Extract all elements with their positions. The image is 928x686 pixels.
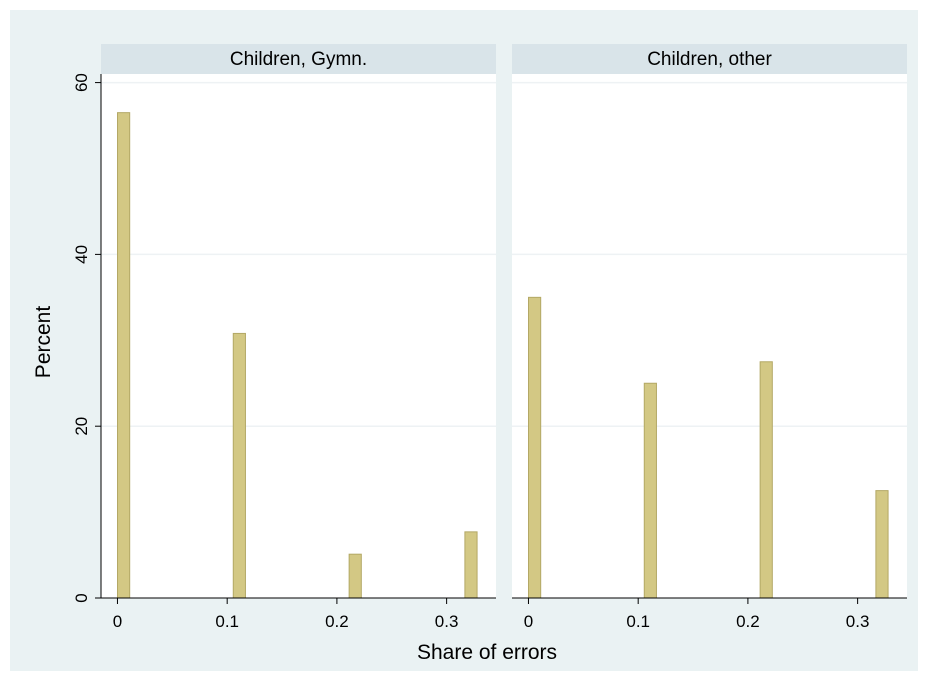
bar bbox=[464, 531, 478, 599]
x-tick-label: 0.3 bbox=[846, 612, 870, 631]
y-tick-label: 60 bbox=[72, 73, 91, 92]
x-tick-label: 0.1 bbox=[215, 612, 239, 631]
bar bbox=[875, 490, 889, 599]
bar bbox=[232, 332, 246, 599]
y-axis: 0 20 40 60 bbox=[72, 73, 102, 603]
x-tick-label: 0 bbox=[113, 612, 122, 631]
bar bbox=[528, 296, 542, 599]
x-axis-label: Share of errors bbox=[417, 641, 557, 664]
bar bbox=[759, 361, 773, 599]
x-tick-label: 0.2 bbox=[325, 612, 349, 631]
x-tick-label: 0.3 bbox=[435, 612, 459, 631]
panel-strip bbox=[101, 44, 496, 74]
plot-area bbox=[512, 74, 907, 598]
x-tick-label: 0.2 bbox=[736, 612, 760, 631]
panel-strip bbox=[512, 44, 907, 74]
y-tick-label: 20 bbox=[72, 417, 91, 436]
y-axis-label: Percent bbox=[32, 306, 55, 379]
panel-1: Children, Gymn. 0 0.1 0.2 0.3 bbox=[101, 44, 496, 631]
plot-area bbox=[101, 74, 496, 598]
x-tick-label: 0.1 bbox=[626, 612, 650, 631]
x-tick-label: 0 bbox=[524, 612, 533, 631]
panel-title: Children, other bbox=[647, 49, 772, 70]
panel-title: Children, Gymn. bbox=[230, 49, 367, 70]
y-tick-label: 0 bbox=[72, 593, 91, 602]
bar bbox=[643, 382, 657, 599]
bar bbox=[117, 112, 131, 599]
bar bbox=[348, 553, 362, 599]
panel-2: Children, other 0 0.1 0.2 0.3 bbox=[512, 44, 907, 631]
y-tick-label: 40 bbox=[72, 245, 91, 264]
